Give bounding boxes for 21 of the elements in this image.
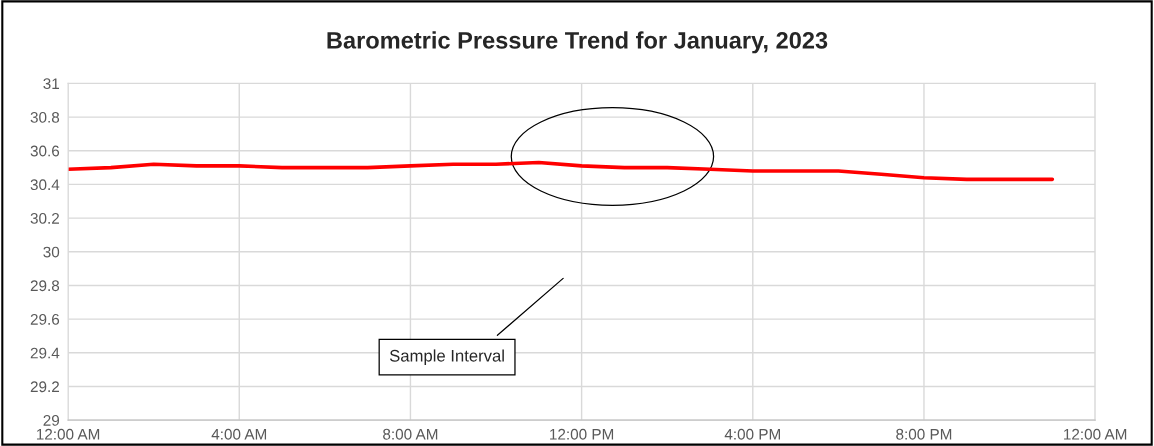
y-tick-label: 29.2 [30, 381, 59, 393]
y-tick-label: 31 [43, 78, 60, 90]
x-tick-label: 12:00 AM [36, 428, 100, 440]
x-tick-label: 4:00 PM [724, 428, 780, 440]
x-tick-label: 12:00 PM [550, 428, 614, 440]
x-tick-label: 8:00 PM [896, 428, 952, 440]
chart-title: Barometric Pressure Trend for January, 2023 [327, 31, 828, 54]
y-tick-label: 30.4 [30, 179, 60, 191]
x-tick-label: 4:00 AM [211, 428, 267, 440]
x-tick-label: 8:00 AM [383, 428, 438, 440]
annotation: Sample Interval [389, 349, 504, 365]
line-series [68, 160, 1055, 182]
y-tick-label: 30.8 [30, 111, 60, 123]
y-tick-label: 30 [43, 246, 60, 258]
y-tick-label: 29.4 [30, 347, 60, 359]
y-tick-label: 29 [43, 415, 60, 426]
y-tick-label: 30.2 [30, 212, 59, 224]
y-tick-label: 30.6 [30, 145, 60, 157]
y-tick-label: 29.8 [30, 280, 60, 292]
y-tick-label: 29.6 [30, 313, 60, 325]
x-tick-label: 12:00 AM [1064, 428, 1127, 440]
